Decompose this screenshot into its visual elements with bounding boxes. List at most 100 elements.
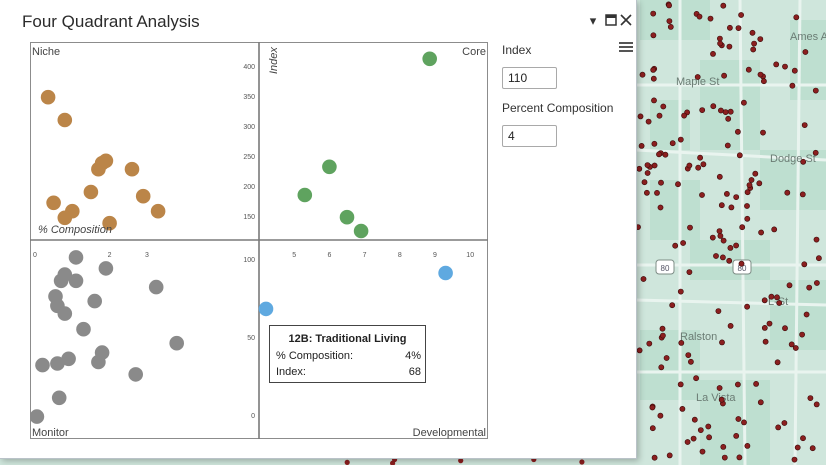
map-location-point[interactable] bbox=[726, 257, 733, 264]
map-location-point[interactable] bbox=[672, 242, 679, 249]
map-location-point[interactable] bbox=[724, 142, 731, 149]
map-location-point[interactable] bbox=[669, 140, 676, 147]
niche-point[interactable] bbox=[150, 203, 166, 219]
map-location-point[interactable] bbox=[794, 444, 801, 451]
map-location-point[interactable] bbox=[806, 284, 813, 291]
map-location-point[interactable] bbox=[656, 151, 662, 158]
map-location-point[interactable] bbox=[773, 61, 780, 68]
map-location-point[interactable] bbox=[733, 194, 740, 200]
map-location-point[interactable] bbox=[687, 224, 693, 231]
map-location-point[interactable] bbox=[686, 269, 693, 275]
map-location-point[interactable] bbox=[726, 43, 733, 50]
map-location-point[interactable] bbox=[720, 237, 727, 244]
niche-point[interactable] bbox=[40, 89, 56, 105]
map-location-point[interactable] bbox=[792, 345, 799, 351]
close-icon[interactable] bbox=[619, 14, 633, 28]
map-location-point[interactable] bbox=[637, 113, 644, 120]
map-location-point[interactable] bbox=[727, 24, 733, 31]
map-location-point[interactable] bbox=[744, 189, 751, 196]
chevron-down-icon[interactable]: ▾ bbox=[589, 13, 597, 28]
core-point[interactable] bbox=[322, 159, 337, 175]
map-location-point[interactable] bbox=[774, 359, 781, 366]
map-location-point[interactable] bbox=[720, 443, 727, 450]
map-location-point[interactable] bbox=[812, 87, 819, 94]
map-location-point[interactable] bbox=[644, 189, 650, 196]
map-location-point[interactable] bbox=[695, 164, 702, 171]
niche-point[interactable] bbox=[102, 215, 117, 231]
monitor-point[interactable] bbox=[50, 356, 65, 371]
map-location-point[interactable] bbox=[782, 325, 788, 332]
developmental-point[interactable] bbox=[258, 301, 274, 317]
map-location-point[interactable] bbox=[649, 425, 656, 432]
map-location-point[interactable] bbox=[727, 322, 734, 329]
map-location-point[interactable] bbox=[636, 165, 643, 172]
map-location-point[interactable] bbox=[791, 456, 798, 463]
map-location-point[interactable] bbox=[727, 244, 734, 251]
map-location-point[interactable] bbox=[771, 226, 778, 233]
map-location-point[interactable] bbox=[814, 280, 820, 286]
map-location-point[interactable] bbox=[691, 416, 698, 423]
map-location-point[interactable] bbox=[788, 341, 795, 348]
map-location-point[interactable] bbox=[725, 115, 732, 122]
map-location-point[interactable] bbox=[685, 352, 692, 358]
map-location-point[interactable] bbox=[716, 173, 723, 180]
map-location-point[interactable] bbox=[812, 149, 819, 156]
map-location-point[interactable] bbox=[738, 260, 745, 267]
map-location-point[interactable] bbox=[707, 15, 714, 22]
map-location-point[interactable] bbox=[640, 276, 647, 282]
developmental-point[interactable] bbox=[438, 265, 453, 281]
map-location-point[interactable] bbox=[658, 179, 664, 186]
map-location-point[interactable] bbox=[727, 108, 734, 115]
map-location-point[interactable] bbox=[733, 432, 740, 439]
map-location-point[interactable] bbox=[739, 224, 746, 231]
map-location-point[interactable] bbox=[793, 14, 800, 21]
map-location-point[interactable] bbox=[746, 182, 753, 188]
monitor-point[interactable] bbox=[30, 409, 45, 424]
map-location-point[interactable] bbox=[699, 448, 706, 455]
map-location-point[interactable] bbox=[801, 261, 808, 268]
core-point[interactable] bbox=[297, 187, 313, 203]
map-location-point[interactable] bbox=[741, 99, 747, 106]
map-location-point[interactable] bbox=[686, 162, 693, 169]
map-location-point[interactable] bbox=[801, 122, 808, 128]
map-location-point[interactable] bbox=[762, 338, 769, 345]
map-location-point[interactable] bbox=[657, 204, 664, 211]
map-location-point[interactable] bbox=[761, 324, 768, 331]
map-location-point[interactable] bbox=[688, 358, 694, 365]
map-location-point[interactable] bbox=[677, 381, 684, 388]
map-location-point[interactable] bbox=[716, 385, 723, 391]
map-location-point[interactable] bbox=[761, 78, 767, 85]
map-location-point[interactable] bbox=[803, 311, 810, 318]
monitor-point[interactable] bbox=[68, 273, 84, 289]
map-location-point[interactable] bbox=[741, 419, 747, 426]
hamburger-menu-icon[interactable] bbox=[619, 40, 633, 54]
map-location-point[interactable] bbox=[735, 128, 741, 135]
map-location-point[interactable] bbox=[802, 49, 809, 55]
map-location-point[interactable] bbox=[735, 381, 741, 388]
map-location-point[interactable] bbox=[650, 67, 657, 73]
map-location-point[interactable] bbox=[749, 29, 756, 36]
map-location-point[interactable] bbox=[662, 151, 669, 158]
map-location-point[interactable] bbox=[757, 36, 764, 42]
map-location-point[interactable] bbox=[699, 192, 705, 198]
monitor-point[interactable] bbox=[91, 354, 106, 370]
map-location-point[interactable] bbox=[733, 242, 739, 249]
monitor-point[interactable] bbox=[57, 267, 73, 282]
niche-point[interactable] bbox=[98, 153, 114, 169]
map-location-point[interactable] bbox=[690, 435, 697, 442]
map-location-point[interactable] bbox=[677, 136, 684, 143]
map-location-point[interactable] bbox=[721, 454, 728, 461]
map-location-point[interactable] bbox=[753, 380, 759, 387]
map-location-point[interactable] bbox=[719, 339, 725, 346]
map-location-point[interactable] bbox=[675, 181, 681, 188]
map-location-point[interactable] bbox=[756, 180, 763, 187]
map-location-point[interactable] bbox=[768, 293, 775, 300]
map-location-point[interactable] bbox=[721, 72, 727, 79]
map-location-point[interactable] bbox=[656, 112, 663, 119]
monitor-point[interactable] bbox=[35, 357, 50, 373]
map-location-point[interactable] bbox=[735, 416, 742, 422]
map-location-point[interactable] bbox=[784, 189, 791, 196]
map-location-point[interactable] bbox=[816, 255, 822, 262]
map-location-point[interactable] bbox=[748, 177, 755, 183]
map-location-point[interactable] bbox=[710, 51, 716, 57]
